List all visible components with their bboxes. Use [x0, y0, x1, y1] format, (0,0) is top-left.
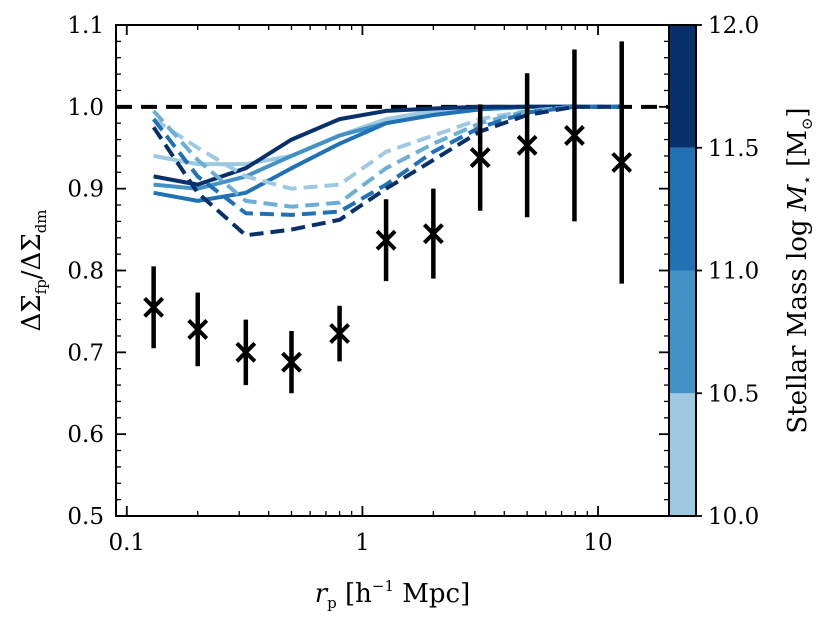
series-line	[153, 104, 622, 187]
colorbar-bin	[669, 270, 696, 394]
y-tick-label: 0.8	[67, 259, 104, 285]
colorbar-tick-label: 11.5	[708, 136, 759, 162]
colorbar-bin	[669, 25, 696, 148]
data-point-marker-stroke	[375, 229, 397, 251]
data-point-marker-stroke	[611, 152, 633, 173]
data-points-group	[143, 41, 633, 394]
y-tick-label: 1.1	[67, 13, 104, 39]
data-point-marker-stroke	[564, 125, 585, 146]
data-point-marker-stroke	[235, 341, 257, 363]
data-point-marker-stroke	[281, 351, 302, 373]
tick-labels: 0.1 1 10 0.5 0.6 0.7 0.8 0.9 1.0 1.1	[67, 13, 612, 556]
data-point-marker-stroke	[516, 134, 538, 156]
data-point-marker-stroke	[422, 223, 444, 245]
data-point-marker-stroke	[469, 147, 491, 168]
y-tick-label: 0.5	[67, 504, 104, 530]
series-line	[151, 104, 622, 238]
colorbar-tick-labels: 10.0 10.5 11.0 11.5 12.0	[708, 13, 759, 530]
colorbar-tick-label: 11.0	[708, 259, 759, 285]
colorbar	[668, 24, 702, 517]
x-tick-label: 0.1	[108, 530, 145, 556]
data-point-marker-stroke	[143, 296, 165, 318]
series-line	[152, 104, 622, 209]
colorbar-tick-label: 10.0	[708, 504, 759, 530]
series-line	[152, 104, 622, 217]
colorbar-tick-label: 10.5	[708, 381, 759, 407]
y-tick-label: 0.6	[67, 422, 104, 448]
x-axis-label: rp [h−1 Mpc]	[315, 577, 471, 612]
y-tick-label: 1.0	[67, 95, 104, 121]
data-point-marker-stroke	[329, 323, 351, 344]
y-tick-label: 0.9	[67, 177, 104, 203]
colorbar-tick-label: 12.0	[708, 13, 759, 39]
colorbar-bin	[669, 393, 696, 516]
x-tick-label: 10	[583, 530, 612, 556]
x-tick-label: 1	[355, 530, 370, 556]
colorbar-bin	[669, 147, 696, 271]
y-tick-label: 0.7	[67, 340, 104, 366]
y-axis-label: ΔΣfp/ΔΣdm	[17, 209, 50, 331]
data-point-marker-stroke	[187, 319, 209, 340]
colorbar-label: Stellar Mass log M⋆ [M⊙]	[783, 107, 816, 433]
series-group	[151, 104, 622, 238]
